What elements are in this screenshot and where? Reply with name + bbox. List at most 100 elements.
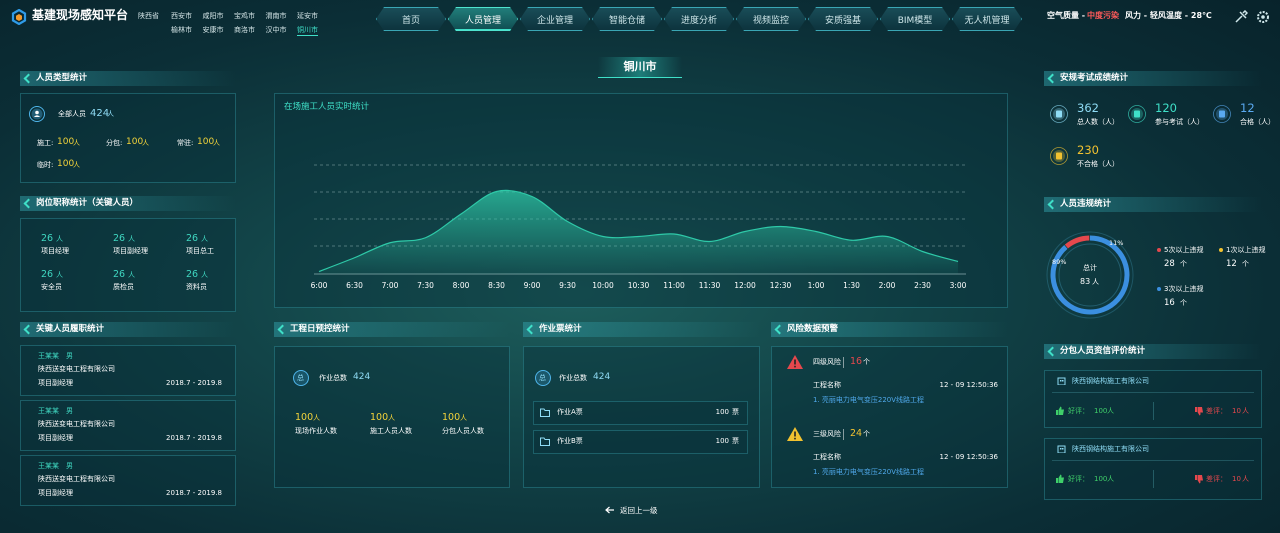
total-badge — [293, 370, 309, 386]
x-tick-label: 7:30 — [417, 281, 434, 290]
item-label: 常驻: — [177, 139, 194, 147]
x-tick-label: 1:30 — [843, 281, 860, 290]
item-label: 分包: — [106, 139, 123, 147]
nav-tab[interactable]: 首页 — [376, 7, 446, 31]
company-icon — [1057, 377, 1066, 385]
unit: 人 — [142, 139, 149, 147]
record-role: 项目副经理 — [38, 379, 73, 387]
position-value: 26 — [113, 233, 126, 244]
logo-core — [16, 14, 22, 21]
company-icon — [1057, 445, 1066, 453]
x-tick-label: 12:30 — [770, 281, 792, 290]
x-tick-label: 3:00 — [950, 281, 967, 290]
risk-count: 24 — [850, 428, 863, 439]
region-link[interactable]: 陕西省 — [138, 12, 159, 20]
region-link[interactable]: 榆林市 — [171, 26, 192, 34]
panel-title: 关键人员履职统计 — [20, 322, 236, 337]
company-name: 陕西钢结构施工有限公司 — [1072, 445, 1149, 453]
unit: 人 — [73, 161, 80, 169]
nav-tab[interactable]: 企业管理 — [520, 7, 590, 31]
tools-icon[interactable] — [1234, 10, 1248, 24]
region-link[interactable]: 延安市 — [297, 12, 318, 20]
line — [318, 189, 959, 273]
item-value: 100 — [442, 412, 461, 423]
exam-value: 12 — [1240, 101, 1255, 115]
company-icon — [1060, 380, 1062, 382]
nav-tab[interactable]: 无人机管理 — [952, 7, 1022, 31]
unit: 人 — [56, 271, 63, 279]
back-link[interactable]: 返回上一级 — [620, 506, 658, 515]
nav-tab[interactable]: 视频监控 — [736, 7, 806, 31]
unit: 人 — [1107, 475, 1114, 483]
project-name[interactable]: 1. 亮丽电力电气变压220V线路工程 — [813, 396, 925, 404]
region-link[interactable]: 商洛市 — [234, 26, 255, 34]
back-arrow — [605, 506, 614, 514]
x-tick-label: 12:00 — [734, 281, 756, 290]
unit: 人 — [128, 271, 135, 279]
region-link[interactable]: 宝鸡市 — [234, 12, 255, 20]
position-value: 26 — [41, 269, 54, 280]
legend-value: 12 — [1226, 259, 1237, 269]
unit: 人 — [56, 235, 63, 243]
region-link[interactable]: 铜川市 — [297, 26, 318, 36]
project-label: 工程名称 — [813, 381, 841, 389]
total-badge-text: 总 — [539, 373, 546, 382]
nav-tab[interactable]: 安质强基 — [808, 7, 878, 31]
person-icon — [29, 106, 45, 122]
region-link[interactable]: 西安市 — [171, 12, 192, 20]
x-tick-label: 9:00 — [524, 281, 541, 290]
exam-icon — [1128, 105, 1146, 123]
unit: 票 — [732, 408, 739, 416]
record-gender: 男 — [66, 352, 73, 360]
total-value: 424 — [593, 372, 611, 382]
settings-icon[interactable] — [1256, 10, 1270, 24]
item-label: 分包人员人数 — [442, 427, 484, 435]
ticket-row — [533, 430, 748, 454]
nav-tab[interactable]: 进度分析 — [664, 7, 734, 31]
warning-icon — [794, 365, 796, 368]
position-label: 质检员 — [113, 283, 134, 291]
bad-label: 差评： — [1206, 407, 1227, 415]
record-name: 王某某 — [38, 352, 59, 360]
company-icon — [1062, 380, 1064, 382]
x-tick-label: 1:00 — [808, 281, 825, 290]
position-value: 26 — [186, 269, 199, 280]
unit: 个 — [863, 358, 870, 366]
warning-icon — [794, 437, 796, 440]
exam-icon — [1056, 110, 1062, 118]
legend-value: 16 — [1164, 298, 1175, 308]
panel-title: 风险数据预警 — [771, 322, 1008, 337]
risk-time: 12 - 09 12:50:36 — [939, 453, 998, 461]
region-link[interactable]: 渭南市 — [265, 12, 287, 20]
exam-icon — [1134, 110, 1140, 118]
nav-tab[interactable]: 智能仓储 — [592, 7, 662, 31]
nav-tab[interactable]: BIM模型 — [880, 7, 950, 31]
person-icon — [29, 106, 45, 122]
separator — [1153, 402, 1154, 420]
logo-hex — [11, 9, 27, 25]
bad-value: 10 — [1232, 407, 1241, 415]
company-name: 陕西钢结构施工有限公司 — [1072, 377, 1149, 385]
x-tick-label: 8:30 — [488, 281, 505, 290]
record-role: 项目副经理 — [38, 489, 73, 497]
region-link[interactable]: 汉中市 — [265, 26, 287, 34]
exam-label: 合格（人） — [1240, 118, 1275, 126]
nav-tab[interactable]: 人员管理 — [448, 7, 518, 31]
unit: 人 — [213, 139, 220, 147]
unit: 人 — [201, 271, 208, 279]
ring-label: 11% — [1109, 239, 1124, 247]
legend-label: 3次以上违规 — [1164, 285, 1204, 293]
project-name[interactable]: 1. 亮丽电力电气变压220V线路工程 — [813, 468, 925, 476]
donut-segment — [1050, 235, 1130, 315]
region-link[interactable]: 咸阳市 — [202, 12, 224, 20]
city-title: 铜川市 — [598, 57, 682, 78]
region-link[interactable]: 安康市 — [202, 26, 224, 34]
thumb-down — [1195, 407, 1203, 416]
thumb-down — [1195, 475, 1203, 484]
record-company: 陕西送变电工程有限公司 — [38, 420, 115, 428]
good-value: 100 — [1094, 475, 1108, 483]
panel-title: 安规考试成绩统计 — [1044, 71, 1262, 86]
position-label: 项目副经理 — [113, 247, 148, 255]
record-card — [20, 455, 236, 506]
position-label: 项目经理 — [41, 247, 69, 255]
